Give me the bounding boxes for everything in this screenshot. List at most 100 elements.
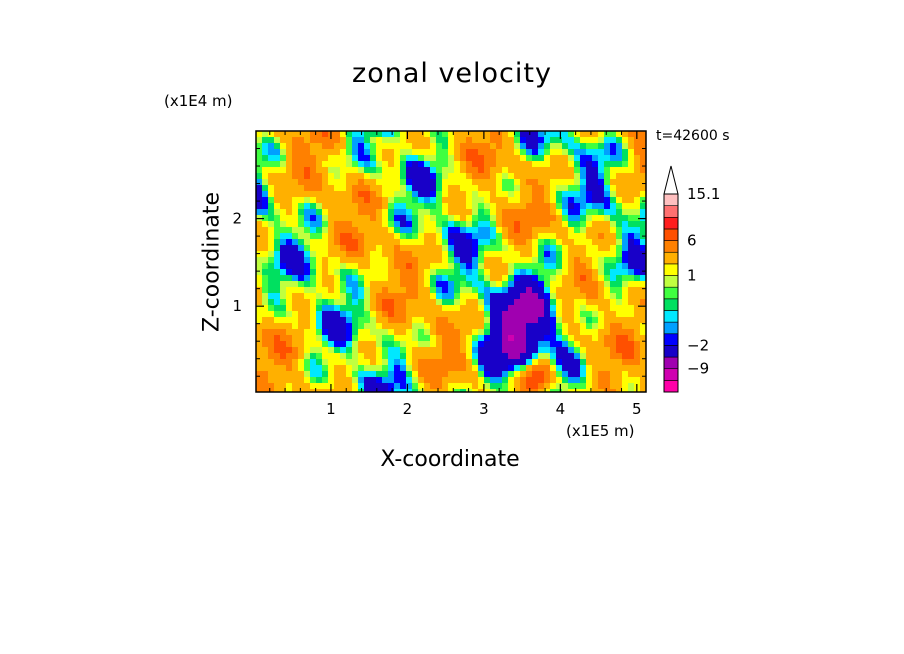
- field-cell: [310, 203, 317, 210]
- field-cell: [424, 149, 431, 156]
- field-cell: [490, 377, 497, 384]
- field-cell: [310, 167, 317, 174]
- field-cell: [622, 251, 629, 258]
- field-cell: [292, 245, 299, 252]
- field-cell: [544, 149, 551, 156]
- field-cell: [358, 137, 365, 144]
- field-cell: [376, 149, 383, 156]
- field-cell: [442, 179, 449, 186]
- field-cell: [556, 185, 563, 192]
- colorbar-segment: [663, 240, 679, 253]
- field-cell: [484, 143, 491, 150]
- field-cell: [538, 335, 545, 342]
- field-cell: [310, 143, 317, 150]
- field-cell: [304, 227, 311, 234]
- field-cell: [424, 311, 431, 318]
- field-cell: [610, 293, 617, 300]
- field-cell: [604, 317, 611, 324]
- field-cell: [640, 227, 646, 234]
- field-cell: [418, 173, 425, 180]
- field-cell: [532, 383, 539, 390]
- field-cell: [640, 155, 646, 162]
- field-cell: [262, 359, 269, 366]
- field-cell: [334, 209, 341, 216]
- field-cell: [514, 191, 521, 198]
- field-cell: [400, 353, 407, 360]
- field-cell: [574, 347, 581, 354]
- field-cell: [328, 233, 335, 240]
- field-cell: [412, 305, 419, 312]
- field-cell: [286, 281, 293, 288]
- field-cell: [292, 179, 299, 186]
- field-cell: [280, 317, 287, 324]
- field-cell: [466, 161, 473, 168]
- field-cell: [286, 215, 293, 222]
- field-cell: [436, 299, 443, 306]
- field-cell: [298, 161, 305, 168]
- field-cell: [286, 293, 293, 300]
- field-cell: [592, 269, 599, 276]
- field-cell: [484, 269, 491, 276]
- time-label: t=42600 s: [656, 128, 730, 144]
- field-cell: [604, 143, 611, 150]
- field-cell: [424, 305, 431, 312]
- field-cell: [460, 323, 467, 330]
- field-cell: [262, 161, 269, 168]
- field-cell: [598, 167, 605, 174]
- field-cell: [352, 365, 359, 372]
- field-cell: [316, 251, 323, 258]
- field-cell: [370, 335, 377, 342]
- field-cell: [640, 305, 646, 312]
- field-cell: [400, 167, 407, 174]
- field-cell: [424, 257, 431, 264]
- field-cell: [550, 185, 557, 192]
- field-cell: [448, 335, 455, 342]
- field-cell: [484, 161, 491, 168]
- field-cell: [274, 167, 281, 174]
- field-cell: [298, 359, 305, 366]
- field-cell: [622, 359, 629, 366]
- field-cell: [628, 185, 635, 192]
- field-cell: [598, 215, 605, 222]
- field-cell: [490, 263, 497, 270]
- field-cell: [478, 353, 485, 360]
- field-cell: [604, 299, 611, 306]
- field-cell: [346, 377, 353, 384]
- field-cell: [478, 161, 485, 168]
- field-cell: [382, 137, 389, 144]
- field-cell: [484, 179, 491, 186]
- field-cell: [430, 197, 437, 204]
- field-cell: [436, 251, 443, 258]
- field-cell: [556, 197, 563, 204]
- field-cell: [490, 257, 497, 264]
- field-cell: [592, 275, 599, 282]
- field-cell: [598, 305, 605, 312]
- field-cell: [394, 233, 401, 240]
- field-cell: [340, 209, 347, 216]
- field-cell: [496, 341, 503, 348]
- field-cell: [274, 275, 281, 282]
- field-cell: [538, 161, 545, 168]
- field-cell: [406, 347, 413, 354]
- field-cell: [346, 185, 353, 192]
- field-cell: [328, 203, 335, 210]
- field-cell: [568, 227, 575, 234]
- field-cell: [544, 137, 551, 144]
- field-cell: [610, 233, 617, 240]
- field-cell: [538, 143, 545, 150]
- field-cell: [262, 317, 269, 324]
- field-cell: [436, 293, 443, 300]
- field-cell: [424, 245, 431, 252]
- field-cell: [562, 191, 569, 198]
- field-cell: [478, 365, 485, 372]
- field-cell: [562, 347, 569, 354]
- colorbar-segment: [663, 345, 679, 358]
- field-cell: [490, 329, 497, 336]
- field-cell: [586, 317, 593, 324]
- field-cell: [532, 263, 539, 270]
- field-cell: [562, 215, 569, 222]
- field-cell: [352, 257, 359, 264]
- field-cell: [532, 143, 539, 150]
- field-cell: [304, 263, 311, 270]
- field-cell: [400, 317, 407, 324]
